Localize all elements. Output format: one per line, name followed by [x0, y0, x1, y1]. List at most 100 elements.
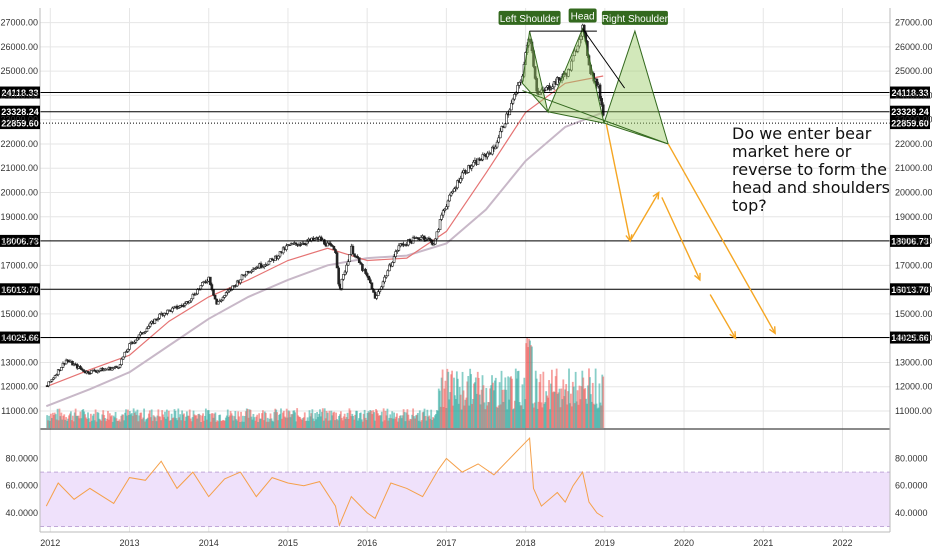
x-tick-label: 2020: [674, 538, 694, 548]
candle-body: [294, 242, 298, 245]
volume-bar: [479, 404, 482, 428]
volume-bar: [66, 420, 68, 428]
volume-bar: [188, 409, 191, 428]
ma-red-line: [46, 75, 604, 388]
volume-bar: [130, 413, 133, 428]
volume-bar: [333, 411, 336, 428]
volume-bar: [307, 420, 310, 428]
volume-bar: [93, 420, 96, 428]
volume-bar: [220, 420, 222, 428]
volume-bar: [56, 408, 59, 428]
volume-bar: [166, 416, 169, 428]
volume-bar: [381, 421, 384, 428]
y-tick-label-right: 20000.00: [895, 188, 932, 198]
volume-bar: [540, 402, 543, 428]
volume-bar: [519, 405, 522, 428]
candle-body: [598, 84, 602, 99]
volume-bar: [485, 388, 488, 428]
volume-bar: [397, 421, 399, 428]
volume-bar: [257, 421, 260, 428]
candle-body: [221, 297, 225, 301]
volume-bar: [401, 415, 404, 428]
volume-bar: [278, 414, 280, 428]
candle-body: [128, 343, 131, 350]
candle-body: [332, 246, 336, 250]
candle-body: [443, 208, 447, 211]
y-tick-label-left: 17000.00: [0, 260, 38, 270]
volume-bar: [351, 413, 354, 428]
volume-bar: [199, 415, 202, 428]
volume-bar: [112, 415, 115, 428]
candle-body: [137, 334, 141, 339]
volume-bar: [97, 412, 100, 428]
candle-body: [351, 245, 355, 255]
candle-body: [383, 276, 386, 283]
volume-bar: [116, 420, 119, 428]
volume-bar: [367, 411, 370, 428]
volume-bar: [434, 415, 436, 428]
volume-bar: [320, 416, 322, 428]
volume-bar: [185, 416, 187, 428]
volume-bar: [416, 412, 419, 428]
volume-bar: [300, 418, 302, 428]
volume-bar: [86, 418, 88, 428]
volume-bar: [135, 414, 138, 428]
volume-bar: [592, 403, 595, 428]
volume-bar: [235, 419, 238, 428]
volume-bar: [512, 408, 515, 428]
volume-bar: [439, 406, 442, 428]
head-shape: [547, 26, 605, 124]
volume-bar: [582, 377, 585, 428]
volume-bar: [516, 371, 519, 428]
volume-bar: [187, 415, 190, 428]
y-tick-label-left: 13000.00: [0, 357, 38, 367]
volume-bar: [524, 399, 527, 428]
arrow-down-2-head: [694, 272, 701, 282]
arrow-down-3-head: [729, 331, 737, 340]
volume-bar: [258, 413, 261, 428]
rsi-tick-label-right: 80.0000: [895, 454, 928, 464]
candle-body: [343, 271, 347, 275]
volume-bar: [490, 385, 492, 428]
volume-bar: [326, 412, 329, 428]
volume-bar: [244, 411, 247, 428]
candle-body: [427, 237, 431, 240]
candle-body: [361, 264, 364, 271]
candle-body: [60, 367, 63, 371]
candle-body: [516, 85, 519, 94]
volume-bar: [343, 413, 346, 428]
volume-bar: [127, 415, 130, 428]
candle-body: [188, 300, 192, 304]
volume-bar: [423, 408, 426, 428]
volume-bar: [337, 420, 339, 428]
y-tick-label-left: 18000.00: [0, 236, 38, 246]
volume-bar: [569, 403, 571, 428]
candle-body: [513, 94, 516, 100]
volume-bar: [224, 417, 227, 428]
x-tick-label: 2022: [832, 538, 852, 548]
candle-body: [456, 180, 459, 189]
volume-bar: [535, 378, 538, 428]
candle-body: [392, 256, 396, 263]
candle-body: [422, 235, 426, 240]
volume-bar: [405, 412, 408, 428]
volume-bar: [529, 340, 531, 428]
candle-body: [453, 188, 456, 192]
y-tick-label-right: 11000.00: [895, 406, 932, 416]
volume-bar: [472, 398, 474, 428]
volume-bar: [533, 402, 536, 428]
candle-body: [243, 274, 247, 277]
volume-bar: [202, 413, 204, 428]
volume-bar: [214, 412, 217, 428]
y-tick-label-left: 21000.00: [0, 163, 38, 173]
volume-bar: [385, 415, 388, 428]
volume-bar: [296, 408, 299, 428]
volume-bar: [570, 406, 573, 428]
volume-bar: [217, 421, 220, 428]
candle-body: [142, 332, 146, 335]
volume-bar: [387, 420, 390, 428]
arrow-down-2: [661, 197, 701, 281]
volume-bar: [264, 412, 267, 428]
volume-bar: [156, 415, 159, 428]
volume-bar: [504, 377, 507, 428]
